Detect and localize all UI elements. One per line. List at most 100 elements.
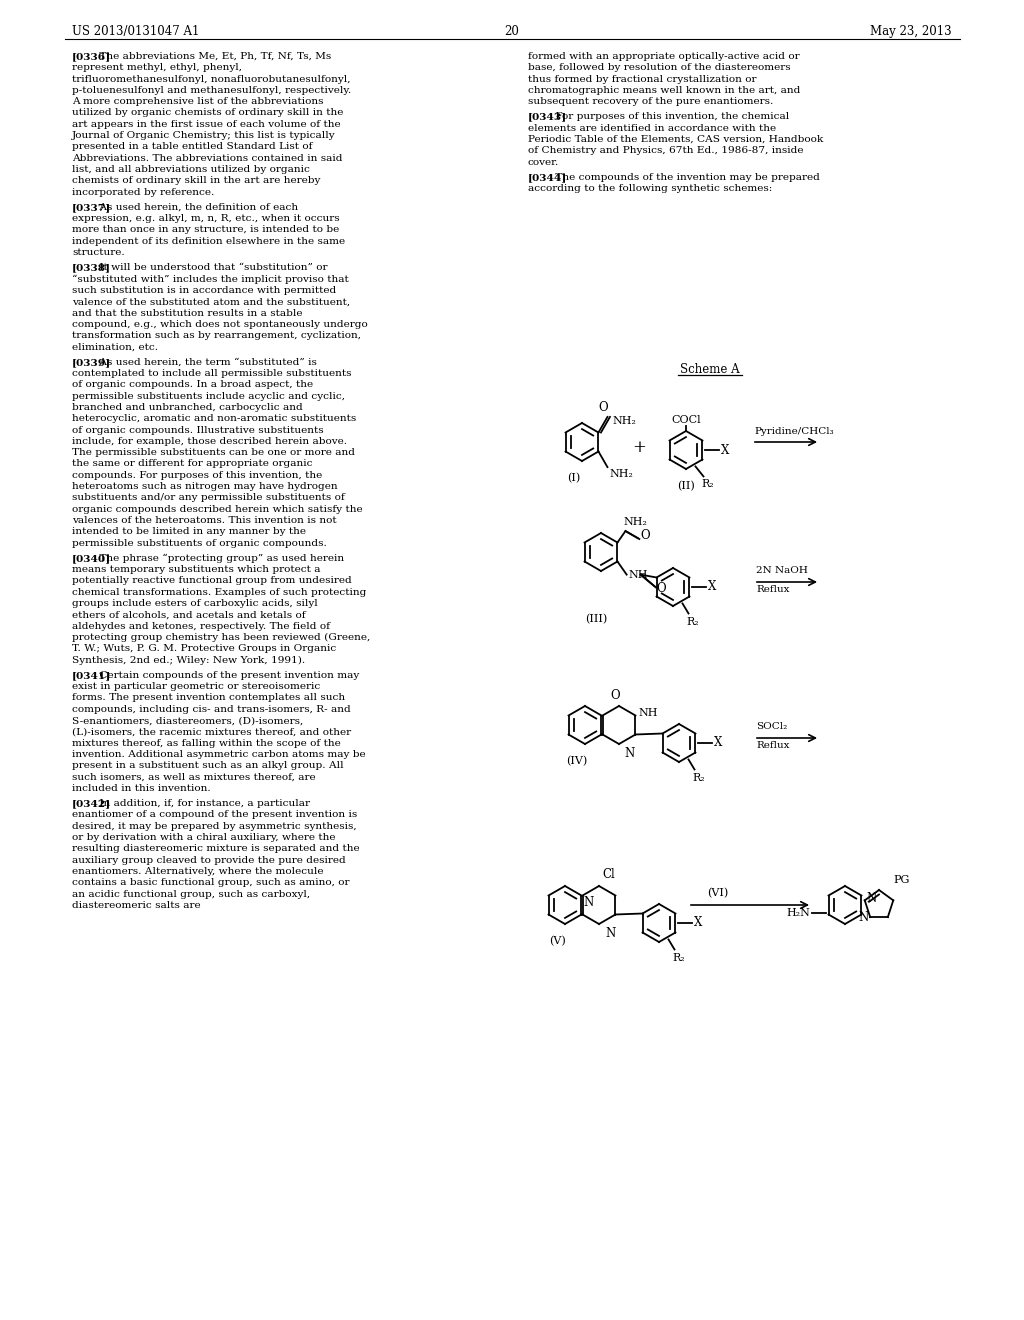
Text: cover.: cover. xyxy=(528,157,559,166)
Text: X: X xyxy=(694,916,702,929)
Text: thus formed by fractional crystallization or: thus formed by fractional crystallizatio… xyxy=(528,75,757,83)
Text: N: N xyxy=(624,747,634,760)
Text: PG: PG xyxy=(893,875,909,884)
Text: compounds, including cis- and trans-isomers, R- and: compounds, including cis- and trans-isom… xyxy=(72,705,351,714)
Text: or by derivation with a chiral auxiliary, where the: or by derivation with a chiral auxiliary… xyxy=(72,833,336,842)
Text: elimination, etc.: elimination, etc. xyxy=(72,342,158,351)
Text: permissible substituents of organic compounds.: permissible substituents of organic comp… xyxy=(72,539,327,548)
Text: As used herein, the definition of each: As used herein, the definition of each xyxy=(95,203,298,213)
Text: R₂: R₂ xyxy=(701,479,714,490)
Text: Abbreviations. The abbreviations contained in said: Abbreviations. The abbreviations contain… xyxy=(72,153,342,162)
Text: Cl: Cl xyxy=(602,869,614,880)
Text: subsequent recovery of the pure enantiomers.: subsequent recovery of the pure enantiom… xyxy=(528,98,773,106)
Text: [0340]: [0340] xyxy=(72,554,112,562)
Text: NH₂: NH₂ xyxy=(609,469,633,479)
Text: base, followed by resolution of the diastereomers: base, followed by resolution of the dias… xyxy=(528,63,791,73)
Text: such substitution is in accordance with permitted: such substitution is in accordance with … xyxy=(72,286,336,294)
Text: [0342]: [0342] xyxy=(72,799,112,808)
Text: elements are identified in accordance with the: elements are identified in accordance wi… xyxy=(528,124,776,133)
Text: enantiomers. Alternatively, where the molecule: enantiomers. Alternatively, where the mo… xyxy=(72,867,324,876)
Text: means temporary substituents which protect a: means temporary substituents which prote… xyxy=(72,565,321,574)
Text: heterocyclic, aromatic and non-aromatic substituents: heterocyclic, aromatic and non-aromatic … xyxy=(72,414,356,424)
Text: (II): (II) xyxy=(677,480,695,491)
Text: chemical transformations. Examples of such protecting: chemical transformations. Examples of su… xyxy=(72,587,367,597)
Text: aldehydes and ketones, respectively. The field of: aldehydes and ketones, respectively. The… xyxy=(72,622,330,631)
Text: enantiomer of a compound of the present invention is: enantiomer of a compound of the present … xyxy=(72,810,357,820)
Text: A more comprehensive list of the abbreviations: A more comprehensive list of the abbrevi… xyxy=(72,98,324,106)
Text: invention. Additional asymmetric carbon atoms may be: invention. Additional asymmetric carbon … xyxy=(72,750,366,759)
Text: compound, e.g., which does not spontaneously undergo: compound, e.g., which does not spontaneo… xyxy=(72,319,368,329)
Text: represent methyl, ethyl, phenyl,: represent methyl, ethyl, phenyl, xyxy=(72,63,242,73)
Text: such isomers, as well as mixtures thereof, are: such isomers, as well as mixtures thereo… xyxy=(72,772,315,781)
Text: 20: 20 xyxy=(505,25,519,38)
Text: valence of the substituted atom and the substituent,: valence of the substituted atom and the … xyxy=(72,297,350,306)
Text: The abbreviations Me, Et, Ph, Tf, Nf, Ts, Ms: The abbreviations Me, Et, Ph, Tf, Nf, Ts… xyxy=(95,51,331,61)
Text: [0338]: [0338] xyxy=(72,264,112,272)
Text: (III): (III) xyxy=(585,614,607,624)
Text: “substituted with” includes the implicit proviso that: “substituted with” includes the implicit… xyxy=(72,275,349,284)
Text: include, for example, those described herein above.: include, for example, those described he… xyxy=(72,437,347,446)
Text: N: N xyxy=(858,911,868,924)
Text: [0336]: [0336] xyxy=(72,51,112,61)
Text: intended to be limited in any manner by the: intended to be limited in any manner by … xyxy=(72,527,306,536)
Text: R₂: R₂ xyxy=(692,774,706,784)
Text: NH: NH xyxy=(638,709,658,718)
Text: Journal of Organic Chemistry; this list is typically: Journal of Organic Chemistry; this list … xyxy=(72,131,336,140)
Text: chromatographic means well known in the art, and: chromatographic means well known in the … xyxy=(528,86,801,95)
Text: trifluoromethanesulfonyl, nonafluorobutanesulfonyl,: trifluoromethanesulfonyl, nonafluorobuta… xyxy=(72,75,350,83)
Text: It will be understood that “substitution” or: It will be understood that “substitution… xyxy=(95,264,327,272)
Text: substituents and/or any permissible substituents of: substituents and/or any permissible subs… xyxy=(72,494,345,503)
Text: contains a basic functional group, such as amino, or: contains a basic functional group, such … xyxy=(72,878,349,887)
Text: valences of the heteroatoms. This invention is not: valences of the heteroatoms. This invent… xyxy=(72,516,337,525)
Text: NH: NH xyxy=(629,570,648,579)
Text: X: X xyxy=(714,737,722,750)
Text: O: O xyxy=(599,401,608,414)
Text: p-toluenesulfonyl and methanesulfonyl, respectively.: p-toluenesulfonyl and methanesulfonyl, r… xyxy=(72,86,351,95)
Text: organic compounds described herein which satisfy the: organic compounds described herein which… xyxy=(72,504,362,513)
Text: expression, e.g. alkyl, m, n, R, etc., when it occurs: expression, e.g. alkyl, m, n, R, etc., w… xyxy=(72,214,340,223)
Text: exist in particular geometric or stereoisomeric: exist in particular geometric or stereoi… xyxy=(72,682,321,692)
Text: permissible substituents include acyclic and cyclic,: permissible substituents include acyclic… xyxy=(72,392,345,401)
Text: art appears in the first issue of each volume of the: art appears in the first issue of each v… xyxy=(72,120,341,129)
Text: desired, it may be prepared by asymmetric synthesis,: desired, it may be prepared by asymmetri… xyxy=(72,822,356,830)
Text: NH₂: NH₂ xyxy=(612,416,636,426)
Text: [0343]: [0343] xyxy=(528,112,567,121)
Text: (VI): (VI) xyxy=(708,887,729,898)
Text: R₂: R₂ xyxy=(673,953,685,964)
Text: the same or different for appropriate organic: the same or different for appropriate or… xyxy=(72,459,312,469)
Text: The phrase “protecting group” as used herein: The phrase “protecting group” as used he… xyxy=(95,554,344,564)
Text: N: N xyxy=(605,927,615,940)
Text: O: O xyxy=(641,528,650,541)
Text: an acidic functional group, such as carboxyl,: an acidic functional group, such as carb… xyxy=(72,890,310,899)
Text: auxiliary group cleaved to provide the pure desired: auxiliary group cleaved to provide the p… xyxy=(72,855,346,865)
Text: N: N xyxy=(583,895,593,908)
Text: structure.: structure. xyxy=(72,248,125,257)
Text: 2N NaOH: 2N NaOH xyxy=(756,566,808,576)
Text: The compounds of the invention may be prepared: The compounds of the invention may be pr… xyxy=(552,173,819,182)
Text: chemists of ordinary skill in the art are hereby: chemists of ordinary skill in the art ar… xyxy=(72,177,321,185)
Text: of Chemistry and Physics, 67th Ed., 1986-87, inside: of Chemistry and Physics, 67th Ed., 1986… xyxy=(528,147,804,156)
Text: compounds. For purposes of this invention, the: compounds. For purposes of this inventio… xyxy=(72,471,323,479)
Text: Reflux: Reflux xyxy=(756,741,790,750)
Text: forms. The present invention contemplates all such: forms. The present invention contemplate… xyxy=(72,693,345,702)
Text: S-enantiomers, diastereomers, (D)-isomers,: S-enantiomers, diastereomers, (D)-isomer… xyxy=(72,715,303,725)
Text: [0339]: [0339] xyxy=(72,358,112,367)
Text: As used herein, the term “substituted” is: As used herein, the term “substituted” i… xyxy=(95,358,316,367)
Text: utilized by organic chemists of ordinary skill in the: utilized by organic chemists of ordinary… xyxy=(72,108,343,117)
Text: diastereomeric salts are: diastereomeric salts are xyxy=(72,900,201,909)
Text: groups include esters of carboxylic acids, silyl: groups include esters of carboxylic acid… xyxy=(72,599,317,609)
Text: included in this invention.: included in this invention. xyxy=(72,784,211,793)
Text: formed with an appropriate optically-active acid or: formed with an appropriate optically-act… xyxy=(528,51,800,61)
Text: transformation such as by rearrangement, cyclization,: transformation such as by rearrangement,… xyxy=(72,331,361,341)
Text: X: X xyxy=(708,581,717,594)
Text: H₂N: H₂N xyxy=(786,908,810,917)
Text: R₂: R₂ xyxy=(686,618,699,627)
Text: For purposes of this invention, the chemical: For purposes of this invention, the chem… xyxy=(552,112,788,121)
Text: [0341]: [0341] xyxy=(72,671,112,680)
Text: Synthesis, 2nd ed.; Wiley: New York, 1991).: Synthesis, 2nd ed.; Wiley: New York, 199… xyxy=(72,656,305,665)
Text: T. W.; Wuts, P. G. M. Protective Groups in Organic: T. W.; Wuts, P. G. M. Protective Groups … xyxy=(72,644,336,653)
Text: Pyridine/CHCl₃: Pyridine/CHCl₃ xyxy=(754,426,834,436)
Text: NH₂: NH₂ xyxy=(624,517,647,527)
Text: protecting group chemistry has been reviewed (Greene,: protecting group chemistry has been revi… xyxy=(72,634,371,642)
Text: The permissible substituents can be one or more and: The permissible substituents can be one … xyxy=(72,449,355,457)
